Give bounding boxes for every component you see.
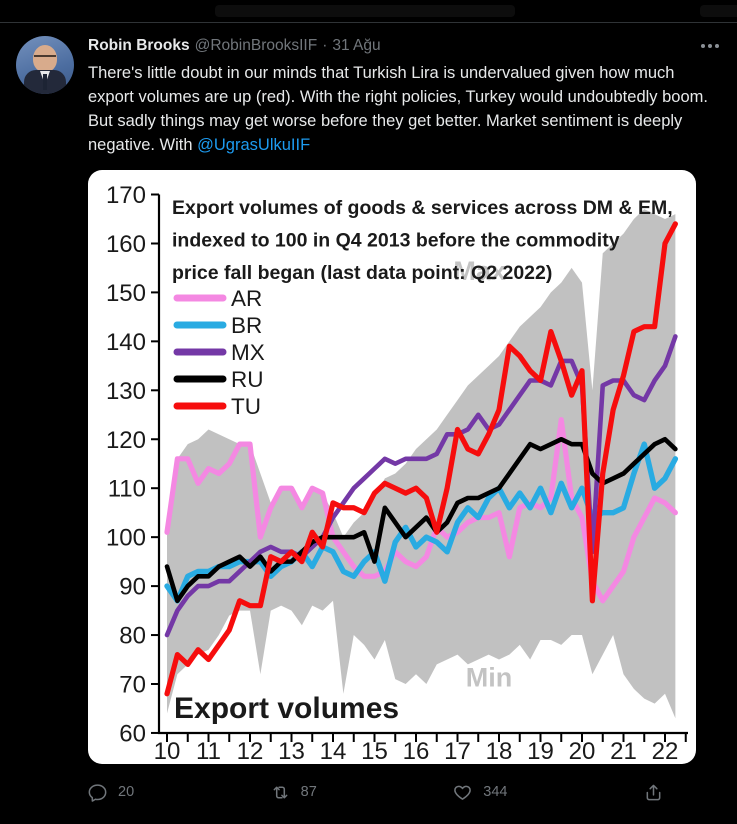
min-label: Min: [466, 662, 513, 692]
previous-content-strip: [0, 0, 737, 23]
y-tick-label: 90: [119, 574, 146, 601]
x-tick-label: 18: [486, 738, 513, 764]
series-line-RU: [164, 436, 678, 604]
x-tick-label: 16: [403, 738, 430, 764]
y-tick-label: 150: [106, 280, 146, 307]
tweet-date[interactable]: 31 Ağu: [332, 37, 381, 54]
action-bar: 20 87 344: [88, 773, 663, 811]
x-tick-label: 22: [652, 738, 679, 764]
x-tick-label: 11: [196, 738, 221, 764]
chart-title: Export volumes of goods & services acros…: [172, 197, 673, 219]
retweet-icon: [273, 786, 288, 798]
reply-button[interactable]: 20: [88, 783, 134, 802]
y-tick-label: 160: [106, 231, 146, 258]
export-volumes-chart: Max Min 60 70 80 90 100 110 120 130 140 150 160 170 10…: [106, 182, 688, 764]
tweet: Robin Brooks @RobinBrooksIIF · 31 Ağu Th…: [0, 23, 737, 811]
x-tick-label: 19: [527, 738, 554, 764]
y-tick-label: 80: [119, 623, 146, 650]
like-count: 344: [483, 784, 508, 800]
share-icon: [646, 784, 661, 800]
legend-label-AR: AR: [231, 286, 262, 311]
avatar-art: [33, 45, 57, 72]
x-tick-label: 17: [444, 738, 471, 764]
tweet-header: Robin Brooks @RobinBrooksIIF · 31 Ağu: [88, 36, 721, 56]
heart-icon: [454, 785, 472, 800]
x-tick-label: 13: [278, 738, 305, 764]
chart-title: price fall began (last data point: Q2 20…: [172, 262, 552, 284]
max-label: Max: [453, 256, 506, 286]
handle[interactable]: @RobinBrooksIIF: [194, 37, 318, 54]
series-line-TU: [164, 221, 678, 697]
tweet-text: There's little doubt in our minds that T…: [88, 61, 716, 157]
x-tick-label: 21: [610, 738, 637, 764]
chart-image[interactable]: Max Min 60 70 80 90 100 110 120 130 140 150 160 170 10…: [88, 170, 696, 764]
legend-label-TU: TU: [231, 394, 261, 419]
y-tick-label: 130: [106, 378, 146, 405]
tweet-content: Robin Brooks @RobinBrooksIIF · 31 Ağu Th…: [88, 36, 721, 811]
legend-label-BR: BR: [231, 313, 262, 338]
y-tick-label: 140: [106, 329, 146, 356]
y-tick-label: 70: [119, 672, 146, 699]
retweet-button[interactable]: 87: [271, 783, 317, 802]
more-icon[interactable]: [699, 40, 721, 52]
chart-annotation: Export volumes: [174, 692, 399, 725]
avatar-art: [43, 74, 47, 90]
legend-label-RU: RU: [231, 367, 264, 392]
retweet-count: 87: [300, 784, 317, 800]
blurred-content: [215, 5, 515, 17]
reply-count: 20: [118, 784, 135, 800]
y-tick-label: 110: [108, 476, 146, 503]
legend-label-MX: MX: [231, 340, 265, 365]
share-button[interactable]: [644, 783, 663, 802]
y-tick-label: 120: [106, 427, 146, 454]
blurred-content: [700, 5, 737, 17]
reply-icon: [88, 783, 107, 802]
y-tick-label: 170: [106, 182, 146, 209]
like-button[interactable]: 344: [453, 783, 507, 802]
x-tick-label: 20: [569, 738, 596, 764]
tweet-text-body: There's little doubt in our minds that T…: [88, 64, 708, 154]
y-tick-label: 100: [106, 525, 146, 552]
y-tick-label: 60: [119, 720, 146, 747]
x-tick-label: 10: [154, 738, 181, 764]
x-tick-label: 14: [320, 738, 347, 764]
chart-title: indexed to 100 in Q4 2013 before the com…: [172, 230, 620, 252]
display-name[interactable]: Robin Brooks: [88, 37, 190, 54]
avatar[interactable]: [16, 36, 74, 94]
x-tick-label: 15: [361, 738, 388, 764]
avatar-art: [34, 55, 56, 63]
x-tick-label: 12: [237, 738, 264, 764]
dot-separator: ·: [322, 37, 328, 54]
mention-link[interactable]: @UgrasUlkuIIF: [197, 136, 311, 154]
